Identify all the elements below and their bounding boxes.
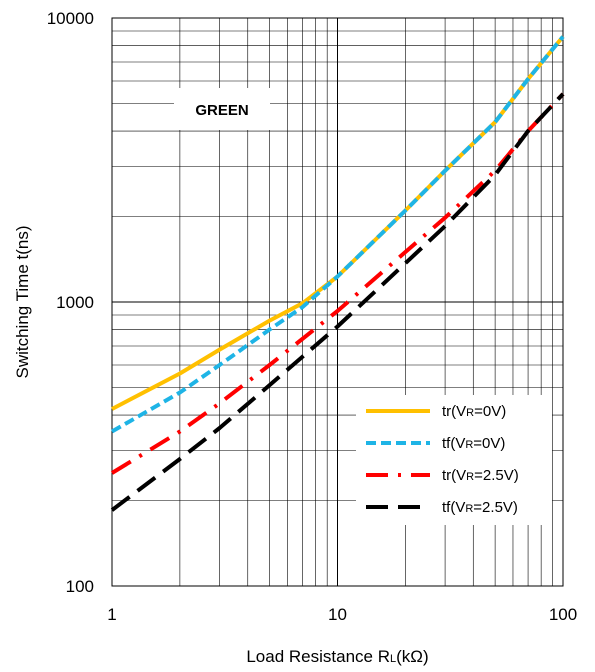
x-tick-label: 10 (328, 605, 347, 624)
legend-label: tf(VR=0V) (442, 435, 505, 452)
series-layer (110, 35, 565, 512)
y-tick-label: 10000 (47, 9, 94, 28)
x-axis-title-main: Load Resistance R (246, 647, 390, 666)
y-tick-label: 100 (66, 577, 94, 596)
legend: tr(VR=0V) tf(VR=0V) tr(VR=2.5V) tf(VR=2.5V) (356, 395, 552, 525)
series-line (110, 92, 565, 475)
legend-label: tr(VR=0V) (442, 403, 506, 420)
y-tick-labels: 100 1000 10000 (47, 9, 94, 596)
y-tick-label: 1000 (56, 293, 94, 312)
x-axis-title: Load Resistance RL(kΩ) (246, 647, 428, 666)
x-tick-label: 1 (107, 605, 116, 624)
series-line (111, 35, 565, 434)
plot-frame (111, 17, 564, 587)
green-annotation: GREEN (174, 88, 270, 130)
y-axis-title: Switching Time t(ns) (13, 225, 32, 378)
series-line (110, 92, 565, 512)
x-axis-title-suffix: (kΩ) (396, 647, 429, 666)
x-axis-title-sub: L (390, 653, 396, 665)
x-tick-label: 100 (549, 605, 577, 624)
legend-label: tr(VR=2.5V) (442, 467, 519, 484)
legend-label: tf(VR=2.5V) (442, 499, 518, 516)
x-tick-labels: 1 10 100 (107, 605, 577, 624)
annotation-label: GREEN (195, 102, 248, 119)
